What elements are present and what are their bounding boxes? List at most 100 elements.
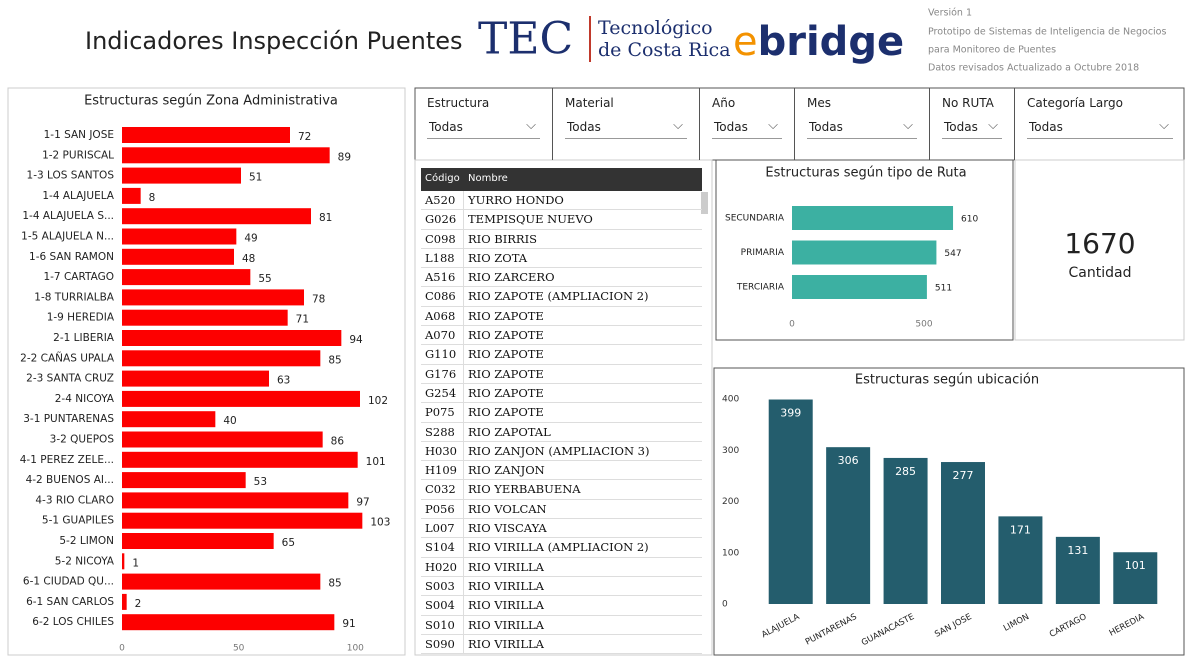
table-row[interactable]: H020 RIO VIRILLA — [421, 557, 702, 577]
filter-label: Mes — [807, 96, 831, 110]
bar — [122, 370, 269, 387]
category-label: 1-2 PURISCAL — [42, 149, 114, 161]
filter-dropdown[interactable]: Todas ⌵ — [565, 118, 687, 139]
category-label: 6-1 SAN CARLOS — [26, 596, 114, 608]
scrollbar[interactable] — [701, 192, 708, 214]
bar — [122, 147, 330, 164]
cell: RIO ZAPOTE — [468, 347, 544, 362]
x-tick-label: CARTAGO — [1048, 612, 1089, 640]
bar — [122, 208, 311, 225]
table-row[interactable]: H109 RIO ZANJON — [421, 461, 702, 481]
filter: Categoría Largo Todas ⌵ — [1015, 88, 1185, 160]
category-label: 2-4 NICOYA — [55, 393, 115, 405]
filter-dropdown[interactable]: Todas ⌵ — [807, 118, 917, 139]
table-row[interactable]: G254 RIO ZAPOTE — [421, 383, 702, 404]
table-row[interactable]: S004 RIO VIRILLA — [421, 596, 702, 616]
bar — [998, 516, 1043, 604]
table-row[interactable]: C032 RIO YERBABUENA — [421, 480, 702, 500]
category-label: 3-1 PUNTARENAS — [23, 413, 114, 425]
data-label: 306 — [838, 454, 859, 467]
filter-dropdown[interactable]: Todas ⌵ — [1027, 118, 1173, 139]
cell: G110 — [425, 347, 457, 362]
cell-divider — [463, 326, 464, 346]
cell: A520 — [425, 193, 456, 207]
bar — [122, 593, 127, 610]
table-row[interactable]: S288 RIO ZAPOTAL — [421, 422, 702, 442]
cell: RIO VIRILLA — [468, 636, 544, 651]
cell-divider — [463, 480, 464, 500]
cell-divider — [463, 268, 464, 288]
bar — [122, 472, 246, 489]
filter: Material Todas ⌵ — [553, 88, 700, 160]
cell: TEMPISQUE NUEVO — [468, 212, 593, 227]
cell-divider — [463, 634, 464, 654]
bar — [122, 512, 363, 529]
data-label: 53 — [254, 476, 267, 488]
filter-dropdown[interactable]: Todas ⌵ — [427, 118, 540, 139]
y-tick-label: 0 — [722, 600, 728, 610]
table-row[interactable]: P075 RIO ZAPOTE — [421, 403, 702, 423]
table-row[interactable]: A068 RIO ZAPOTE — [421, 306, 702, 327]
category-label: PRIMARIA — [741, 248, 785, 258]
column-header: Nombre — [468, 173, 508, 184]
table-row[interactable]: P056 RIO VOLCAN — [421, 499, 702, 520]
cell: RIO VIRILLA — [468, 598, 544, 613]
bar — [122, 411, 216, 428]
table-row[interactable]: S003 RIO VIRILLA — [421, 576, 702, 597]
data-label: 48 — [242, 253, 255, 265]
category-label: 2-3 SANTA CRUZ — [26, 373, 114, 385]
table-row[interactable]: C098 RIO BIRRIS — [421, 229, 702, 249]
data-label: 78 — [312, 293, 325, 305]
table-row[interactable]: A516 RIO ZARCERO — [421, 268, 702, 288]
x-tick-label: 0 — [119, 644, 125, 654]
cell-divider — [463, 210, 464, 230]
table-row[interactable]: G110 RIO ZAPOTE — [421, 345, 702, 365]
category-label: 1-4 ALAJUELA S... — [22, 210, 114, 222]
table-row[interactable]: S104 RIO VIRILLA (AMPLIACION 2) — [421, 538, 702, 558]
data-label: 55 — [258, 273, 271, 285]
table-row[interactable]: A070 RIO ZAPOTE — [421, 326, 702, 346]
filter-dropdown[interactable]: Todas ⌵ — [712, 118, 782, 139]
category-label: 2-2 CAÑAS UPALA — [20, 351, 115, 364]
table-row[interactable]: G176 RIO ZAPOTE — [421, 364, 702, 384]
chart-title: Estructuras según tipo de Ruta — [765, 166, 966, 181]
filter-label: Año — [712, 96, 736, 110]
chart-title: Estructuras según Zona Administrativa — [84, 94, 338, 109]
category-label: TERCIARIA — [736, 283, 785, 293]
table-row[interactable]: G026 TEMPISQUE NUEVO — [421, 210, 702, 230]
cell: H109 — [425, 463, 457, 478]
y-tick-label: 200 — [722, 497, 739, 507]
data-label: 49 — [244, 233, 257, 245]
data-label: 97 — [356, 496, 369, 508]
data-label: 81 — [319, 212, 332, 224]
table-row[interactable]: H030 RIO ZANJON (AMPLIACION 3) — [421, 441, 702, 462]
cell: RIO VIRILLA — [468, 578, 544, 593]
page-title: Indicadores Inspección Puentes — [85, 27, 463, 55]
table-row[interactable]: L007 RIO VISCAYA — [421, 519, 702, 539]
category-label: 3-2 QUEPOS — [50, 434, 115, 446]
table-row[interactable]: L188 RIO ZOTA — [421, 248, 702, 269]
table-row[interactable]: A520 YURRO HONDO — [421, 191, 702, 211]
table-row[interactable]: C086 RIO ZAPOTE (AMPLIACION 2) — [421, 287, 702, 307]
cell: S004 — [425, 598, 455, 613]
data-label: 399 — [780, 407, 801, 420]
cell: RIO ZARCERO — [468, 270, 555, 285]
cell: RIO VOLCAN — [468, 501, 547, 516]
info-line: Prototipo de Sistemas de Inteligencia de… — [928, 27, 1166, 38]
cell: S104 — [425, 540, 455, 555]
table-row[interactable]: S090 RIO VIRILLA — [421, 634, 702, 655]
category-label: 1-7 CARTAGO — [43, 271, 114, 283]
bar — [122, 492, 349, 509]
x-tick-label: SAN JOSE — [933, 612, 973, 640]
data-label: 85 — [328, 578, 341, 590]
y-tick-label: 100 — [722, 548, 739, 558]
filter-value: Todas — [1029, 120, 1063, 134]
filter-dropdown[interactable]: Todas ⌵ — [942, 118, 1002, 139]
cell: H020 — [425, 559, 457, 574]
x-tick-label: PUNTARENAS — [804, 612, 859, 648]
data-label: 1 — [132, 557, 139, 569]
cell-divider — [463, 538, 464, 558]
table-row[interactable]: S010 RIO VIRILLA — [421, 615, 702, 635]
cell: RIO ZAPOTE — [468, 405, 544, 420]
